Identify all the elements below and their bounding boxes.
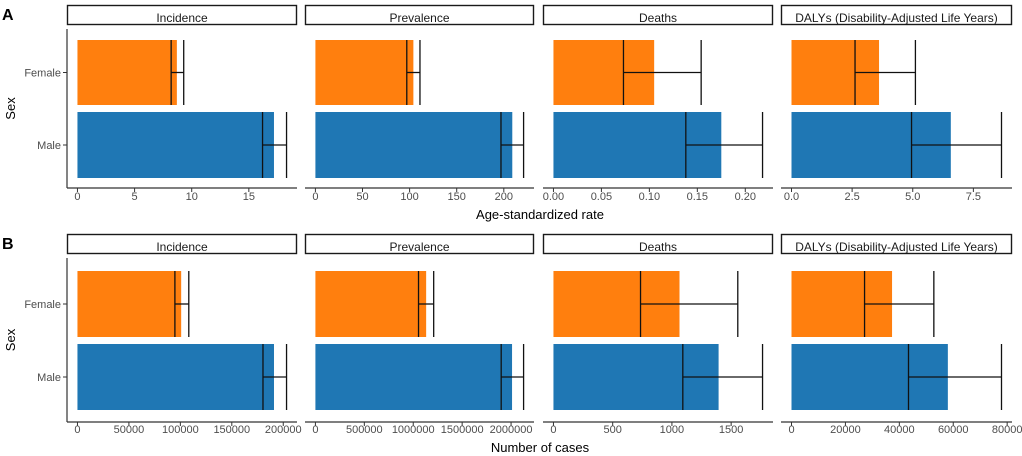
- x-tick-label: 1000000: [392, 424, 435, 436]
- facet-title: DALYs (Disability-Adjusted Life Years): [795, 240, 998, 254]
- x-tick-label: 80000: [992, 424, 1022, 436]
- x-tick-label: 2.5: [844, 191, 859, 203]
- y-axis-label: Sex: [3, 97, 18, 120]
- x-tick-label: 0: [74, 191, 80, 203]
- facet-title: Prevalence: [389, 240, 449, 254]
- x-tick-label: 1000: [660, 424, 684, 436]
- facet-strip: [780, 233, 1013, 255]
- panel-tag: B: [2, 236, 14, 253]
- x-tick-label: 100000: [162, 424, 199, 436]
- chart-A: A Sex Female Male Age-standardized rate Incid…: [2, 4, 1013, 222]
- bar-male: [315, 344, 513, 410]
- x-tick-label: 0: [312, 191, 318, 203]
- x-tick-label: 10: [186, 191, 198, 203]
- x-tick-label: 50000: [114, 424, 145, 436]
- y-tick-label: Female: [24, 68, 61, 80]
- x-tick-label: 0.0: [784, 191, 799, 203]
- x-tick-label: 40000: [884, 424, 915, 436]
- x-tick-label: 0.05: [591, 191, 612, 203]
- y-tick-label: Male: [37, 140, 61, 152]
- x-tick-label: 2000000: [490, 424, 533, 436]
- y-tick-label: Female: [24, 299, 61, 311]
- bar-female: [315, 40, 414, 105]
- chart-B: B Sex Female Male Number of cases Incidence 0 5…: [2, 233, 1022, 455]
- facet-strip: [66, 233, 298, 255]
- x-tick-label: 100: [400, 191, 418, 203]
- facet-strip: [780, 4, 1013, 26]
- x-tick-label: 200000: [265, 424, 302, 436]
- facet-strip: [66, 4, 298, 26]
- facet-strip: [304, 4, 535, 26]
- x-tick-label: 500000: [346, 424, 383, 436]
- x-tick-label: 200: [495, 191, 513, 203]
- x-tick-label: 15: [243, 191, 255, 203]
- facet-strip: [304, 233, 535, 255]
- facet-title: Incidence: [156, 11, 208, 25]
- x-tick-label: 0: [312, 424, 318, 436]
- bar-male: [77, 112, 274, 178]
- bar-female: [77, 40, 177, 105]
- x-tick-label: 150: [448, 191, 466, 203]
- y-axis-label: Sex: [3, 328, 18, 351]
- x-tick-label: 7.5: [966, 191, 981, 203]
- x-tick-label: 0: [550, 424, 556, 436]
- bar-male: [77, 344, 274, 410]
- x-tick-label: 0: [788, 424, 794, 436]
- x-tick-label: 0.20: [735, 191, 756, 203]
- panel-tag: A: [2, 7, 14, 24]
- x-tick-label: 1500000: [441, 424, 484, 436]
- x-axis-label: Age-standardized rate: [476, 207, 604, 222]
- facet-title: Deaths: [639, 240, 677, 254]
- x-tick-label: 5.0: [905, 191, 920, 203]
- x-axis-label: Number of cases: [491, 440, 590, 455]
- facet-title: DALYs (Disability-Adjusted Life Years): [795, 11, 998, 25]
- x-tick-label: 1500: [719, 424, 743, 436]
- x-tick-label: 20000: [830, 424, 861, 436]
- y-tick-label: Male: [37, 372, 61, 384]
- x-tick-label: 0.00: [543, 191, 564, 203]
- x-tick-label: 0: [74, 424, 80, 436]
- bar-female: [315, 271, 427, 337]
- facet-title: Incidence: [156, 240, 208, 254]
- facet-title: Deaths: [639, 11, 677, 25]
- x-tick-label: 0.10: [639, 191, 660, 203]
- facet-title: Prevalence: [389, 11, 449, 25]
- facet-strip: [542, 4, 774, 26]
- x-tick-label: 5: [132, 191, 138, 203]
- bar-male: [315, 112, 513, 178]
- x-tick-label: 60000: [938, 424, 969, 436]
- facet-strip: [542, 233, 774, 255]
- x-tick-label: 0.15: [687, 191, 708, 203]
- x-tick-label: 50: [356, 191, 368, 203]
- x-tick-label: 150000: [213, 424, 250, 436]
- bar-female: [77, 271, 182, 337]
- x-tick-label: 500: [604, 424, 622, 436]
